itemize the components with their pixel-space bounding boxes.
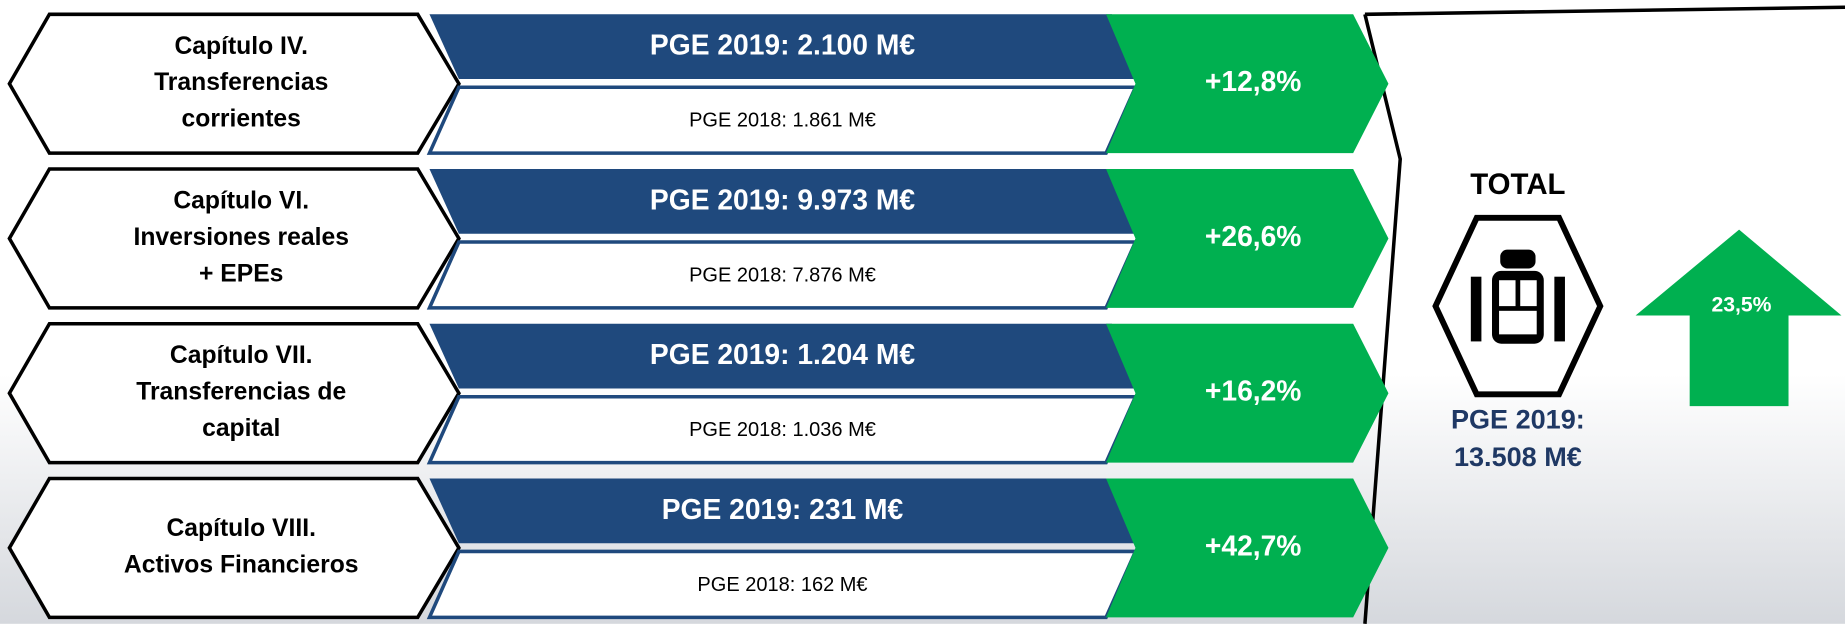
total-title: TOTAL: [1470, 168, 1565, 201]
chapter-label: corrientes: [182, 106, 301, 133]
change: +12,8%: [1205, 65, 1302, 97]
chapter-box: [9, 478, 458, 617]
chapter-label: capital: [202, 415, 280, 442]
pge2018: PGE 2018: 1.036 M€: [689, 419, 876, 441]
chapter-label: Capítulo IV.: [174, 33, 308, 60]
chapter-label: Transferencias de: [136, 379, 346, 406]
change: +42,7%: [1205, 529, 1302, 561]
pge2018: PGE 2018: 1.861 M€: [689, 110, 876, 132]
chapter-label: Inversiones reales: [133, 224, 348, 251]
change: +16,2%: [1205, 375, 1302, 407]
chapter-label: + EPEs: [199, 260, 283, 287]
chapter-label: Capítulo VII.: [170, 342, 313, 369]
pge2019: PGE 2019: 9.973 M€: [650, 183, 915, 215]
page: 23,5% TOTAL PGE 2019: 13.508 M€ Capítulo…: [0, 0, 1845, 629]
infographic: 23,5% TOTAL PGE 2019: 13.508 M€ Capítulo…: [0, 0, 1845, 624]
chapter-label: Capítulo VIII.: [166, 515, 316, 542]
growth-value: 23,5%: [1711, 294, 1771, 317]
chapter-label: Activos Financieros: [124, 552, 359, 579]
change: +26,6%: [1205, 220, 1302, 252]
total-amount: 13.508 M€: [1454, 442, 1582, 472]
chapter-label: Transferencias: [154, 69, 328, 96]
pge2018: PGE 2018: 162 M€: [697, 574, 867, 596]
chapter-label: Capítulo VI.: [173, 188, 309, 215]
total-amount: PGE 2019:: [1451, 405, 1585, 435]
pge2019: PGE 2019: 2.100 M€: [650, 29, 915, 61]
pge2018: PGE 2018: 7.876 M€: [689, 264, 876, 286]
pge2019: PGE 2019: 1.204 M€: [650, 338, 915, 370]
pge2019: PGE 2019: 231 M€: [662, 493, 904, 525]
